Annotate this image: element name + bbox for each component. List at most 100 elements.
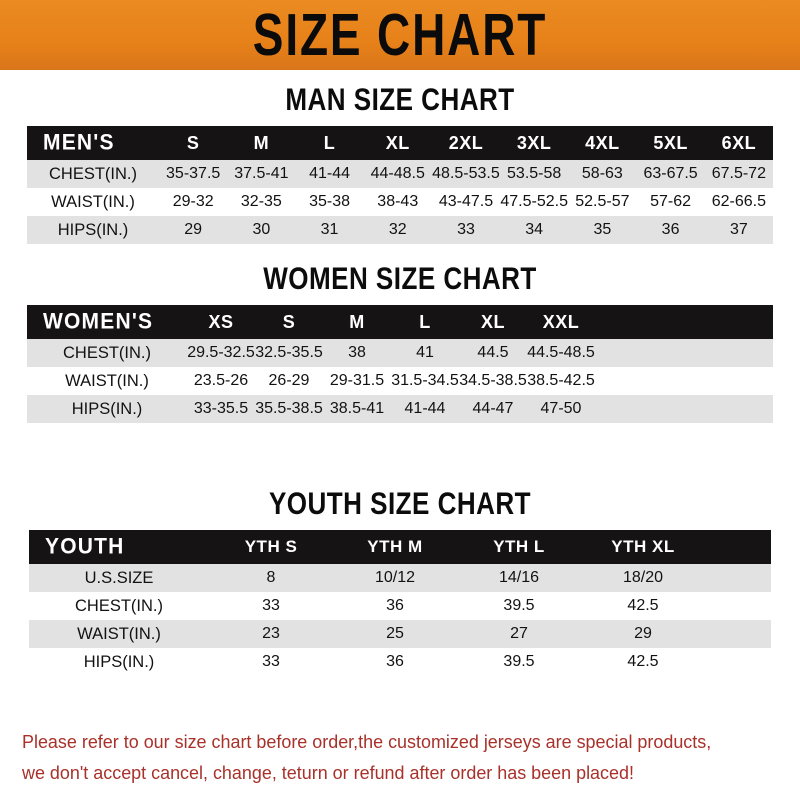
women-row-spacer (595, 395, 773, 423)
section-title-men: MAN SIZE CHART (285, 82, 515, 117)
women-row-label: HIPS(IN.) (71, 399, 143, 418)
men-size-header-s: S (186, 132, 200, 153)
youth-cell-value: 39.5 (503, 597, 535, 614)
youth-row-label: CHEST(IN.) (75, 596, 163, 615)
women-size-header-l: L (419, 311, 431, 332)
women-cell-value: 34.5-38.5 (459, 372, 527, 389)
men-cell-value: 35-38 (309, 193, 351, 210)
women-table-row: HIPS(IN.) 33-35.5 35.5-38.5 38.5-41 41-44 44-… (27, 395, 773, 423)
youth-size-header-yth-xl: YTH XL (611, 537, 675, 556)
section-men: MAN SIZE CHART MEN'S S M L XL 2XL 3XL 4XL 5XL 6XL… (0, 82, 800, 244)
men-cell-value: 30 (252, 221, 271, 238)
men-cell-value: 35-37.5 (166, 165, 221, 182)
men-cell-value: 67.5-72 (711, 165, 766, 182)
men-cell-value: 41-44 (309, 165, 351, 182)
men-size-header-2xl: 2XL (448, 132, 484, 153)
men-cell-value: 31 (320, 221, 339, 238)
women-row-label: WAIST(IN.) (65, 371, 149, 390)
women-cell-value: 38.5-41 (329, 400, 385, 417)
youth-size-header-yth-m: YTH M (367, 537, 423, 556)
women-cell-value: 29.5-32.5 (187, 344, 255, 361)
men-table-row: WAIST(IN.) 29-32 32-35 35-38 38-43 43-47.5 47.… (27, 188, 773, 216)
men-cell-value: 29 (184, 221, 203, 238)
men-cell-value: 57-62 (650, 193, 692, 210)
page-title: SIZE CHART (252, 1, 548, 69)
youth-cell-value: 29 (634, 625, 652, 642)
women-row-spacer (595, 339, 773, 367)
footer-note: Please refer to our size chart before or… (0, 726, 800, 788)
men-size-header-l: L (323, 132, 336, 153)
youth-table-row: WAIST(IN.) 23 25 27 29 (29, 620, 771, 648)
men-size-header-m: M (253, 132, 270, 153)
youth-cell-value: 36 (386, 597, 404, 614)
youth-row-label: U.S.SIZE (84, 568, 154, 587)
section-youth: YOUTH SIZE CHART YOUTH YTH S YTH M YTH L YTH… (0, 486, 800, 676)
men-header-row: MEN'S S M L XL 2XL 3XL 4XL 5XL 6XL (27, 126, 773, 160)
men-row-label: CHEST(IN.) (49, 164, 138, 183)
women-cell-value: 26-29 (268, 372, 310, 389)
men-cell-value: 35 (593, 221, 612, 238)
men-cell-value: 32 (388, 221, 407, 238)
youth-cell-value: 25 (386, 625, 404, 642)
youth-row-spacer (705, 564, 771, 592)
youth-cell-value: 10/12 (374, 569, 416, 586)
men-cell-value: 34 (525, 221, 544, 238)
women-size-header-xxl: XXL (542, 311, 580, 332)
women-row-spacer (595, 367, 773, 395)
youth-cell-value: 8 (266, 569, 276, 586)
men-cell-value: 43-47.5 (438, 193, 494, 210)
women-header-row: WOMEN'S XS S M L XL XXL (27, 305, 773, 339)
youth-row-spacer (705, 592, 771, 620)
men-cell-value: 37 (729, 221, 748, 238)
men-cell-value: 53.5-58 (507, 165, 562, 182)
men-cell-value: 36 (661, 221, 680, 238)
women-cell-value: 44.5-48.5 (527, 344, 595, 361)
men-size-header-3xl: 3XL (516, 132, 552, 153)
youth-header-spacer (705, 530, 771, 564)
men-size-table: MEN'S S M L XL 2XL 3XL 4XL 5XL 6XL CHEST(IN.) 35-37… (27, 126, 773, 244)
men-row-label: WAIST(IN.) (51, 192, 135, 211)
women-size-header-xs: XS (208, 311, 234, 332)
youth-row-spacer (705, 648, 771, 676)
youth-cell-value: 36 (386, 653, 404, 670)
youth-header-label: YOUTH (45, 534, 125, 559)
men-size-header-xl: XL (385, 132, 410, 153)
women-size-header-xl: XL (480, 311, 505, 332)
women-cell-value: 38.5-42.5 (527, 372, 595, 389)
men-cell-value: 58-63 (581, 165, 623, 182)
youth-cell-value: 42.5 (627, 597, 659, 614)
youth-size-table: YOUTH YTH S YTH M YTH L YTH XL U.S.SIZE 8 10/12… (29, 530, 771, 676)
page-banner: SIZE CHART (0, 0, 800, 70)
women-table-row: WAIST(IN.) 23.5-26 26-29 29-31.5 31.5-34.5 34… (27, 367, 773, 395)
women-cell-value: 35.5-38.5 (255, 400, 323, 417)
youth-row-spacer (705, 620, 771, 648)
women-cell-value: 31.5-34.5 (391, 372, 459, 389)
youth-table-body: YOUTH YTH S YTH M YTH L YTH XL U.S.SIZE 8 10/12… (29, 530, 771, 676)
youth-size-header-yth-s: YTH S (244, 537, 298, 556)
men-size-header-4xl: 4XL (585, 132, 620, 153)
men-table-row: HIPS(IN.) 29 30 31 32 33 34 35 36 37 (27, 216, 773, 244)
youth-row-label: WAIST(IN.) (77, 624, 161, 643)
section-women: WOMEN SIZE CHART WOMEN'S XS S M L XL XXL CHEST(… (0, 263, 800, 423)
women-row-label: CHEST(IN.) (63, 343, 151, 362)
women-cell-value: 32.5-35.5 (255, 344, 323, 361)
men-cell-value: 47.5-52.5 (500, 193, 568, 210)
youth-row-label: HIPS(IN.) (83, 652, 155, 671)
women-header-spacer (595, 305, 773, 339)
men-row-label: HIPS(IN.) (57, 220, 129, 239)
men-header-label: MEN'S (43, 130, 115, 155)
women-table-body: WOMEN'S XS S M L XL XXL CHEST(IN.) 29.5-32.5 32.5… (27, 305, 773, 423)
men-cell-value: 48.5-53.5 (432, 165, 500, 182)
section-title-youth: YOUTH SIZE CHART (268, 486, 532, 521)
youth-cell-value: 14/16 (498, 569, 540, 586)
women-size-header-s: S (282, 311, 296, 332)
youth-cell-value: 39.5 (503, 653, 535, 670)
men-cell-value: 52.5-57 (575, 193, 630, 210)
women-header-label: WOMEN'S (43, 309, 154, 334)
women-cell-value: 41-44 (404, 400, 446, 417)
youth-cell-value: 18/20 (622, 569, 664, 586)
women-cell-value: 44-47 (472, 400, 514, 417)
men-cell-value: 29-32 (172, 193, 214, 210)
women-cell-value: 41 (416, 344, 434, 361)
women-cell-value: 38 (348, 344, 366, 361)
